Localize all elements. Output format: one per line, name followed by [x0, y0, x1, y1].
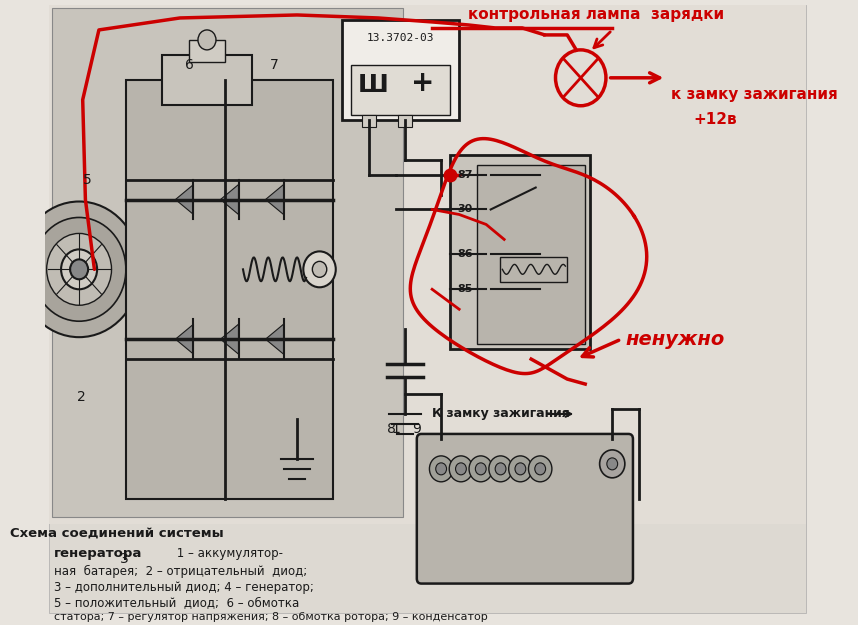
Circle shape: [436, 463, 446, 475]
Bar: [162, 55, 252, 105]
Bar: [477, 164, 585, 344]
Text: +: +: [412, 69, 435, 97]
Text: 1: 1: [391, 422, 401, 436]
Text: генератора: генератора: [54, 547, 142, 559]
Bar: [362, 115, 377, 127]
Bar: [351, 65, 450, 115]
FancyBboxPatch shape: [50, 5, 806, 614]
Circle shape: [198, 30, 216, 50]
Circle shape: [304, 251, 335, 288]
Text: 30: 30: [457, 204, 473, 214]
FancyBboxPatch shape: [417, 434, 633, 584]
Circle shape: [46, 233, 112, 305]
Text: 13.3702-03: 13.3702-03: [367, 33, 434, 43]
Text: 85: 85: [457, 284, 473, 294]
Bar: [499, 258, 567, 282]
Text: 9: 9: [413, 422, 421, 436]
Polygon shape: [221, 324, 239, 354]
Text: +12в: +12в: [693, 112, 737, 128]
Text: 3: 3: [120, 552, 129, 566]
Text: Ш: Ш: [358, 72, 389, 97]
Bar: [189, 40, 225, 62]
Circle shape: [429, 456, 453, 482]
Polygon shape: [221, 184, 239, 214]
Circle shape: [70, 259, 88, 279]
Text: ная  батарея;  2 – отрицательный  диод;: ная батарея; 2 – отрицательный диод;: [54, 564, 307, 578]
Circle shape: [456, 463, 467, 475]
Circle shape: [600, 450, 625, 478]
Text: 8: 8: [387, 422, 396, 436]
Bar: [126, 80, 333, 499]
Text: 1 – аккумулятор-: 1 – аккумулятор-: [128, 547, 283, 559]
Text: 86: 86: [457, 249, 473, 259]
Circle shape: [312, 261, 327, 278]
Circle shape: [495, 463, 506, 475]
Bar: [342, 20, 459, 120]
Circle shape: [607, 458, 618, 470]
Text: ненужно: ненужно: [625, 329, 725, 349]
Polygon shape: [175, 324, 193, 354]
Circle shape: [509, 456, 532, 482]
Text: контрольная лампа  зарядки: контрольная лампа зарядки: [468, 8, 724, 22]
Bar: [450, 154, 589, 349]
Text: 5 – положительный  диод;  6 – обмотка: 5 – положительный диод; 6 – обмотка: [54, 596, 299, 609]
Bar: [398, 115, 413, 127]
Bar: [52, 8, 403, 517]
Text: статора; 7 – регулятор напряжения; 8 – обмотка ротора; 9 – конденсатор: статора; 7 – регулятор напряжения; 8 – о…: [54, 612, 487, 622]
Text: 2: 2: [76, 390, 85, 404]
Circle shape: [535, 463, 546, 475]
Circle shape: [33, 217, 126, 321]
Circle shape: [475, 463, 486, 475]
Circle shape: [61, 249, 97, 289]
Text: к замку зажигания: к замку зажигания: [671, 88, 837, 103]
Polygon shape: [175, 184, 193, 214]
Circle shape: [529, 456, 552, 482]
Circle shape: [469, 456, 492, 482]
Text: Схема соединений системы: Схема соединений системы: [10, 527, 224, 540]
Polygon shape: [265, 184, 283, 214]
Text: 6: 6: [184, 58, 193, 72]
Polygon shape: [265, 324, 283, 354]
Circle shape: [489, 456, 512, 482]
Text: 87: 87: [457, 169, 473, 179]
Text: 3 – дополнительный диод; 4 – генератор;: 3 – дополнительный диод; 4 – генератор;: [54, 581, 314, 594]
Text: К замку зажигания: К замку зажигания: [432, 408, 570, 421]
Circle shape: [18, 201, 141, 337]
Text: 5: 5: [82, 173, 92, 186]
Text: 7: 7: [270, 58, 279, 72]
Circle shape: [515, 463, 526, 475]
Circle shape: [450, 456, 473, 482]
Bar: [50, 5, 806, 524]
